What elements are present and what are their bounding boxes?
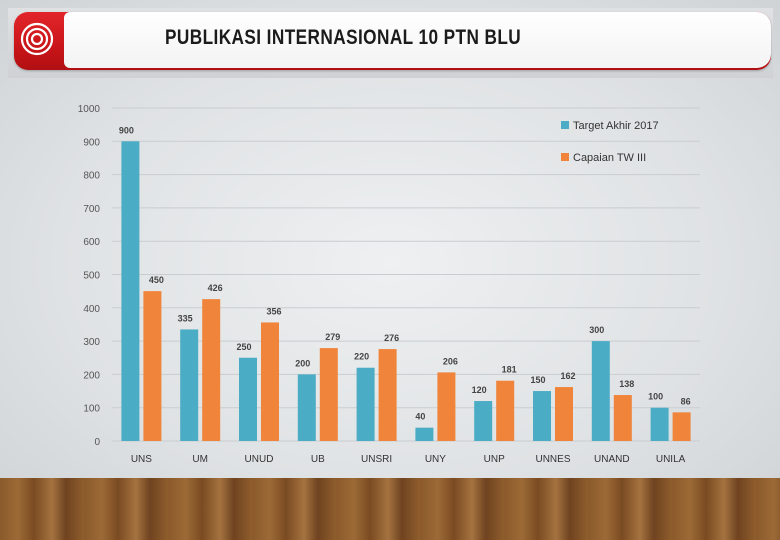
legend-label: Capaian TW III	[573, 152, 646, 164]
y-tick-label: 100	[83, 404, 100, 415]
target-bar	[239, 357, 257, 441]
x-category-label: UNNES	[535, 454, 570, 465]
bar-value-label: 900	[119, 125, 134, 135]
bar-value-label: 335	[178, 313, 193, 323]
logo-icon	[20, 22, 54, 56]
target-bar	[180, 329, 199, 441]
wood-floor	[0, 478, 780, 540]
achieved-bar	[613, 395, 632, 441]
y-tick-label: 0	[94, 437, 100, 448]
achieved-bar	[319, 348, 338, 441]
bar-value-label: 279	[325, 332, 340, 342]
legend-label: Target Akhir 2017	[573, 120, 659, 132]
x-category-label: UNAND	[594, 454, 630, 465]
achieved-bar	[496, 380, 515, 441]
chart-legend: Target Akhir 2017 Capaian TW III	[561, 120, 659, 164]
bar-chart: 0 100 200 300 400 500 600 700 800 900 1000 900 450 3…	[78, 104, 700, 465]
bar-value-label: 300	[589, 325, 604, 335]
bar-value-label: 450	[149, 275, 164, 285]
target-bar	[297, 374, 316, 441]
y-tick-label: 300	[83, 337, 100, 348]
bar-value-label: 250	[236, 342, 251, 352]
target-bar	[356, 367, 375, 441]
bar-value-label: 200	[295, 358, 310, 368]
data-labels: 900 450 335 426 250 356 200 279 220 276 40 206 120 18…	[119, 125, 691, 421]
bar-value-label: 181	[502, 365, 517, 375]
bar-value-label: 40	[415, 412, 425, 422]
bar-value-label: 162	[560, 371, 575, 381]
target-bar	[121, 141, 140, 442]
bar-value-label: 276	[384, 333, 399, 343]
slide-title: PUBLIKASI INTERNASIONAL 10 PTN BLU	[165, 26, 522, 49]
chart-bars	[121, 141, 691, 442]
y-axis-ticks: 0 100 200 300 400 500 600 700 800 900 1000	[78, 104, 101, 448]
y-tick-label: 900	[83, 137, 100, 148]
bar-value-label: 120	[472, 385, 487, 395]
achieved-bar	[672, 412, 691, 441]
x-category-label: UNUD	[245, 454, 274, 465]
bar-value-label: 138	[619, 379, 634, 389]
title-panel	[64, 12, 771, 68]
target-bar	[650, 407, 669, 441]
achieved-bar	[437, 372, 456, 441]
x-category-label: UM	[192, 454, 208, 465]
x-category-label: UB	[311, 454, 325, 465]
achieved-bar	[143, 291, 162, 441]
bar-value-label: 356	[266, 306, 281, 316]
legend-swatch	[561, 121, 569, 129]
y-tick-label: 700	[83, 204, 100, 215]
bar-value-label: 100	[648, 392, 663, 402]
y-tick-label: 1000	[78, 104, 101, 115]
x-category-label: UNILA	[656, 454, 686, 465]
y-tick-label: 500	[83, 271, 100, 282]
achieved-bar	[261, 322, 279, 441]
bar-value-label: 150	[530, 375, 545, 385]
y-tick-label: 400	[83, 304, 100, 315]
bar-value-label: 86	[681, 396, 691, 406]
x-category-label: UNY	[425, 454, 446, 465]
target-bar	[474, 401, 493, 441]
x-category-label: UNP	[484, 454, 505, 465]
x-axis-categories: UNS UM UNUD UB UNSRI UNY UNP UNNES UNAND UNILA	[131, 454, 686, 465]
achieved-bar	[202, 299, 221, 441]
target-bar	[415, 427, 434, 441]
bar-value-label: 426	[208, 283, 223, 293]
achieved-bar	[555, 387, 573, 441]
x-category-label: UNS	[131, 454, 152, 465]
y-tick-label: 600	[83, 237, 100, 248]
x-category-label: UNSRI	[361, 454, 392, 465]
target-bar	[591, 341, 610, 441]
achieved-bar	[378, 349, 397, 441]
bar-value-label: 206	[443, 356, 458, 366]
y-tick-label: 200	[83, 370, 100, 381]
target-bar	[533, 391, 551, 441]
y-tick-label: 800	[83, 171, 100, 182]
legend-swatch	[561, 153, 569, 161]
bar-value-label: 220	[354, 352, 369, 362]
